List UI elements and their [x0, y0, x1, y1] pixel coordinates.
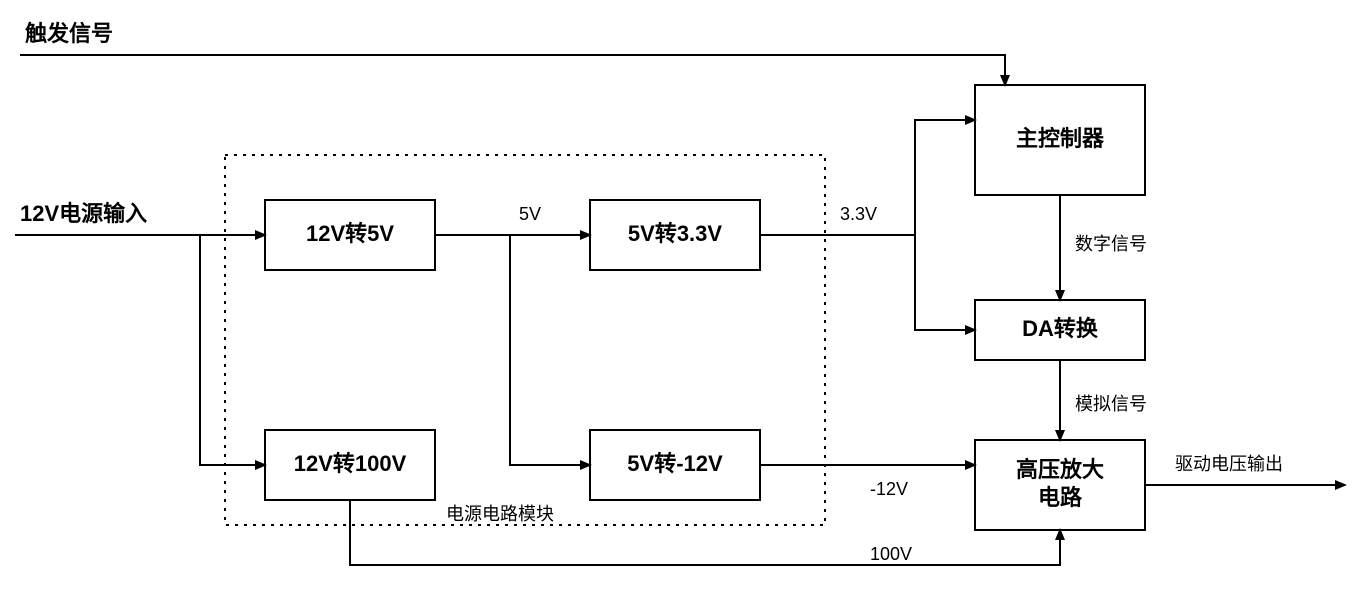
conv-12v-100v-box-label: 12V转100V — [294, 451, 407, 476]
arrow-0 — [20, 55, 1005, 85]
conv-5v-neg12v-box-label: 5V转-12V — [627, 451, 723, 476]
da-conversion-box-label: DA转换 — [1022, 316, 1099, 341]
label-sig_33v: 3.3V — [840, 204, 877, 224]
label-power_module: 电源电路模块 — [446, 504, 554, 524]
label-sig_digital: 数字信号 — [1075, 234, 1147, 254]
arrow-4 — [510, 235, 590, 465]
label-sig_5v: 5V — [519, 204, 541, 224]
conv-5v-3v3-box-label: 5V转3.3V — [628, 221, 722, 246]
hv-amp-label-2: 电路 — [1038, 485, 1083, 510]
label-sig_neg12v: -12V — [870, 479, 908, 499]
main-controller-box-label: 主控制器 — [1016, 126, 1105, 151]
label-power_input_12v: 12V电源输入 — [20, 201, 147, 226]
conv-12v-5v-box-label: 12V转5V — [306, 221, 394, 246]
label-trigger_signal: 触发信号 — [25, 21, 113, 46]
label-sig_100v: 100V — [870, 544, 912, 564]
hv-amp-label-1: 高压放大 — [1016, 457, 1104, 482]
label-output_drive: 驱动电压输出 — [1175, 454, 1283, 474]
label-sig_analog: 模拟信号 — [1075, 394, 1147, 414]
arrow-6 — [915, 235, 975, 330]
arrow-2 — [200, 235, 265, 465]
block-diagram: 12V转5V 12V转100V 5V转3.3V 5V转-12V 主控制器 DA转换高压放大… — [0, 0, 1367, 602]
